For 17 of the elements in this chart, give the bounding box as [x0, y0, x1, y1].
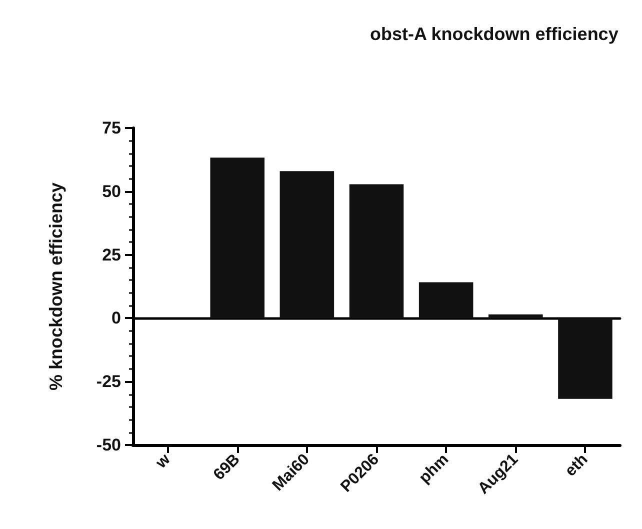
x-tick-label: 69B [210, 450, 244, 484]
y-tick-label: 50 [102, 182, 121, 201]
chart-title: obst-A knockdown efficiency [370, 24, 618, 44]
y-tick-label: 25 [102, 245, 121, 264]
y-tick-label: 75 [102, 118, 121, 138]
bar [558, 318, 612, 399]
bar [488, 314, 543, 318]
x-tick-label: eth [562, 450, 592, 480]
y-axis-title: % knockdown efficiency [46, 182, 66, 391]
y-tick-label: 0 [112, 308, 121, 328]
bar [280, 171, 334, 318]
bar [349, 184, 404, 318]
bar [210, 158, 264, 318]
x-tick-label: w [152, 450, 174, 473]
y-tick-label: -25 [96, 372, 121, 392]
bar [418, 282, 474, 318]
y-tick-label: -50 [96, 436, 121, 454]
